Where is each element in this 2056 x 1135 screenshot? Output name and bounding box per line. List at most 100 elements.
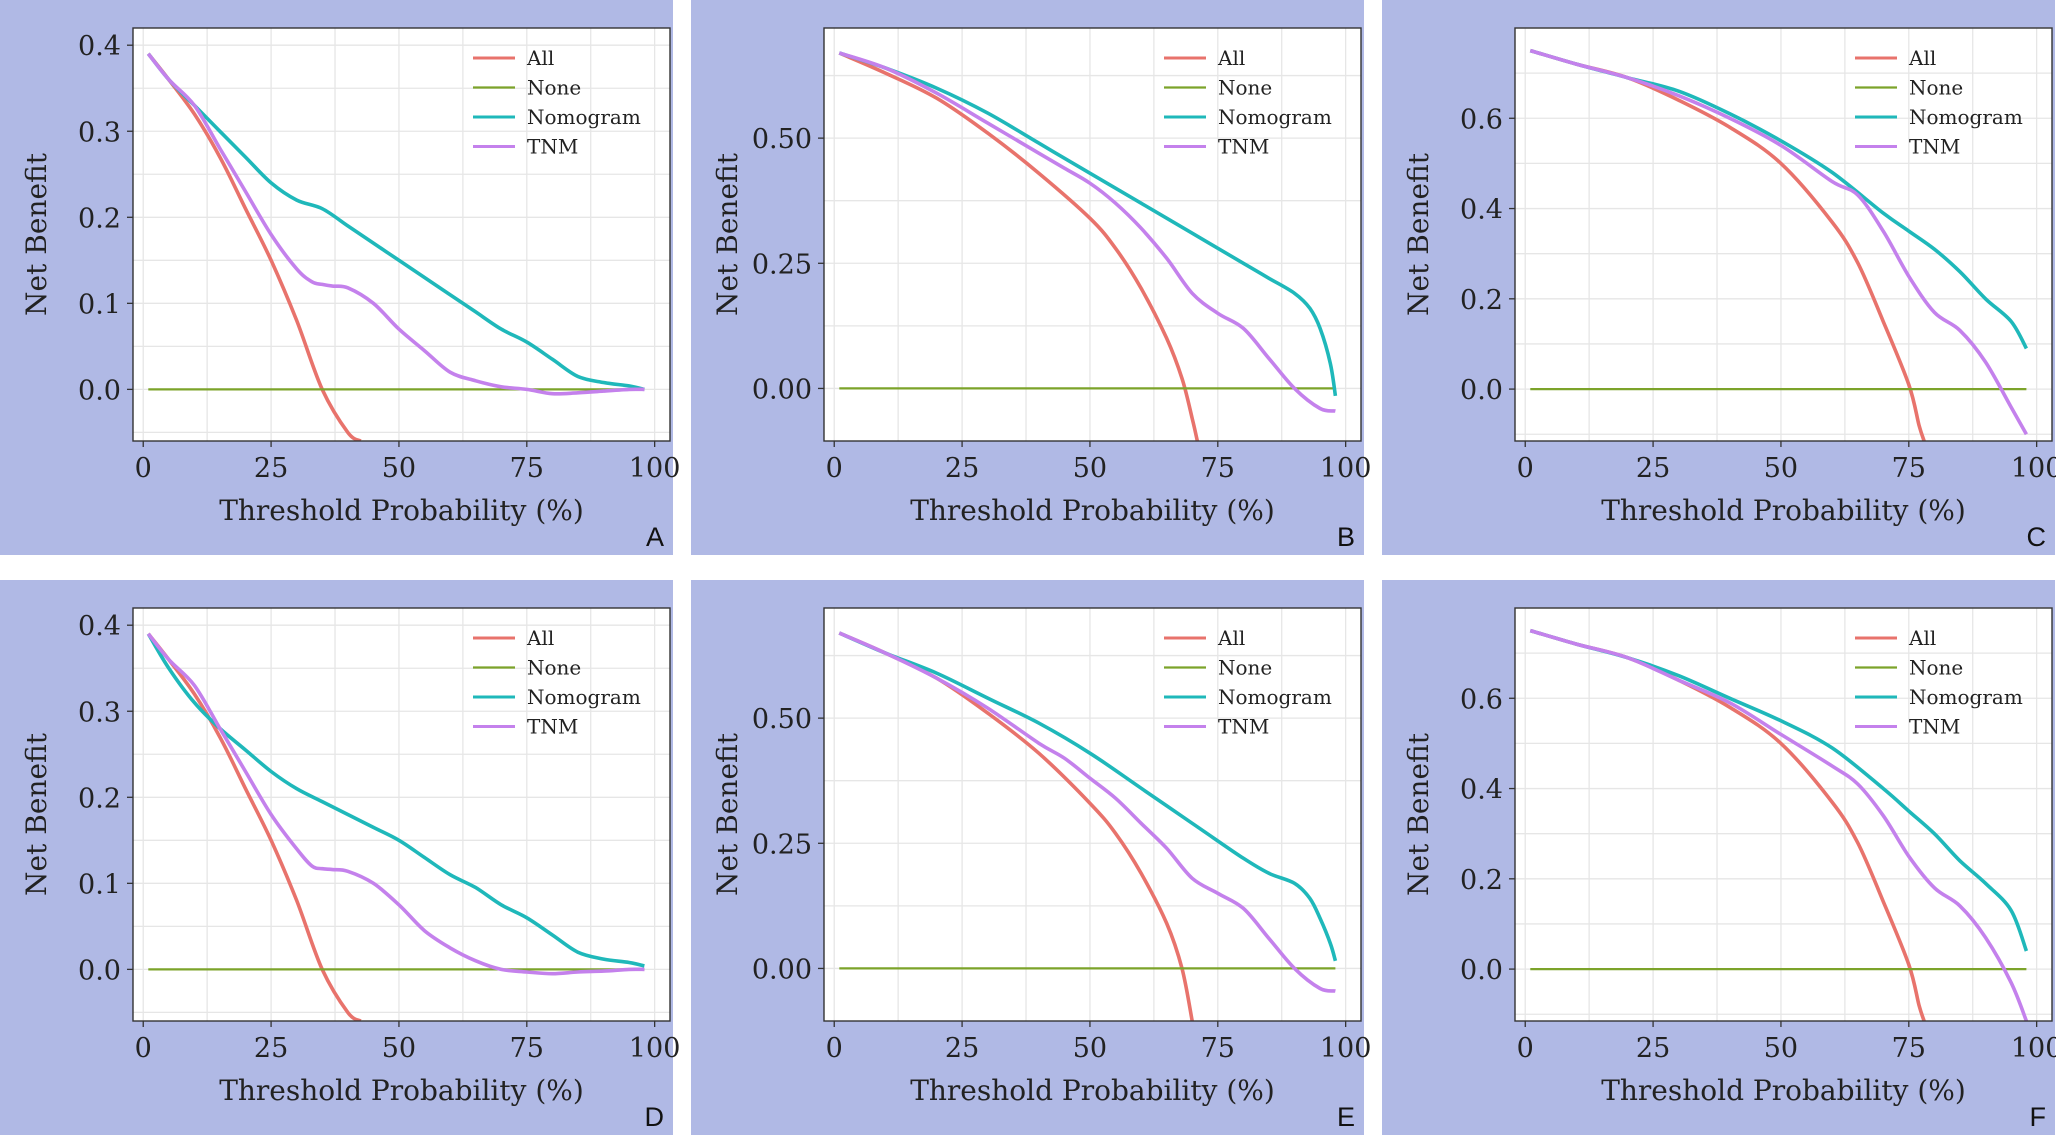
x-tick-label: 75 (510, 453, 544, 484)
x-tick-label: 100 (1320, 453, 1372, 484)
y-tick-label: 0.00 (752, 954, 812, 985)
y-tick-label: 0.25 (752, 829, 812, 860)
legend-label-tnm: TNM (527, 715, 578, 739)
plot-border (132, 607, 671, 1022)
legend-label-nomogram: Nomogram (1909, 105, 2023, 129)
y-tick-label: 0.4 (78, 611, 121, 642)
legend-label-nomogram: Nomogram (527, 105, 641, 129)
chart-svg: 0.0 0.2 0.4 0.6 0 25 50 75 100 Threshold Probabil… (1402, 27, 2056, 552)
x-tick-label: 0 (1517, 1033, 1534, 1064)
legend-label-all: All (1908, 46, 1936, 70)
x-axis-title: Threshold Probability (%) (219, 494, 584, 527)
legend: All None Nomogram TNM (1164, 626, 1332, 739)
x-tick-label: 75 (1892, 1033, 1926, 1064)
legend-label-none: None (527, 76, 581, 100)
y-tick-label: 0.2 (78, 203, 121, 234)
chart-svg: 0.00 0.25 0.50 0 25 50 75 100 Threshold Probabil… (711, 27, 1371, 552)
panel-label: A (646, 522, 664, 552)
plot-area (1515, 608, 2052, 1021)
series-line-tnm (146, 632, 645, 976)
panel-label: D (645, 1102, 665, 1132)
plot-border (1514, 607, 2053, 1022)
legend-label-all: All (526, 626, 554, 650)
x-tick-label: 25 (945, 453, 979, 484)
x-axis-title: Threshold Probability (%) (910, 494, 1275, 527)
x-tick-label: 75 (1201, 453, 1235, 484)
series-line-nomogram (146, 632, 645, 968)
y-axis-title: Net Benefit (20, 732, 53, 896)
panel-label: B (1337, 522, 1355, 552)
y-tick-label: 0.3 (78, 697, 121, 728)
y-tick-label: 0.1 (78, 289, 121, 320)
y-axis-title: Net Benefit (1402, 152, 1435, 316)
chart-panel-d: 0.0 0.1 0.2 0.3 0.4 0 25 50 75 100 Threshold Proba… (0, 580, 680, 1135)
x-axis-title: Threshold Probability (%) (1601, 1074, 1966, 1107)
plot-border (132, 27, 671, 442)
legend-label-tnm: TNM (1909, 135, 1960, 159)
series-line-tnm (1529, 48, 2028, 436)
legend-label-tnm: TNM (1218, 135, 1269, 159)
y-tick-label: 0.4 (1460, 195, 1503, 226)
y-tick-label: 0.4 (1460, 775, 1503, 806)
y-axis-title: Net Benefit (711, 152, 744, 316)
legend-label-none: None (1909, 656, 1963, 680)
legend-label-all: All (1217, 626, 1245, 650)
y-tick-label: 0.0 (78, 955, 121, 986)
x-tick-label: 0 (135, 453, 152, 484)
y-tick-label: 0.0 (1460, 375, 1503, 406)
series-line-all (838, 51, 1200, 441)
legend: All None Nomogram TNM (473, 46, 641, 159)
x-tick-label: 25 (1636, 1033, 1670, 1064)
plot-area (824, 28, 1361, 441)
y-tick-label: 0.2 (78, 783, 121, 814)
x-tick-label: 100 (2011, 1033, 2056, 1064)
legend: All None Nomogram TNM (1855, 626, 2023, 739)
plot-area (133, 608, 670, 1021)
y-axis-title: Net Benefit (711, 732, 744, 896)
chart-svg: 0.0 0.1 0.2 0.3 0.4 0 25 50 75 100 Threshold Proba… (20, 27, 680, 552)
legend-label-nomogram: Nomogram (527, 685, 641, 709)
y-tick-label: 0.6 (1460, 104, 1503, 135)
x-tick-label: 25 (1636, 453, 1670, 484)
x-tick-label: 25 (254, 1033, 288, 1064)
legend-label-nomogram: Nomogram (1218, 105, 1332, 129)
chart-svg: 0.0 0.1 0.2 0.3 0.4 0 25 50 75 100 Threshold Proba… (20, 607, 680, 1132)
x-tick-label: 50 (382, 1033, 416, 1064)
legend-label-nomogram: Nomogram (1909, 685, 2023, 709)
x-tick-label: 100 (2011, 453, 2056, 484)
chart-panel-f: 0.0 0.2 0.4 0.6 0 25 50 75 100 Threshold Probabil… (1382, 580, 2056, 1135)
plot-area (1515, 28, 2052, 441)
x-tick-label: 50 (1073, 1033, 1107, 1064)
x-tick-label: 100 (1320, 1033, 1372, 1064)
x-axis-title: Threshold Probability (%) (910, 1074, 1275, 1107)
legend: All None Nomogram TNM (473, 626, 641, 739)
panel-label: E (1337, 1102, 1355, 1132)
y-tick-label: 0.2 (1460, 285, 1503, 316)
chart-svg: 0.00 0.25 0.50 0 25 50 75 100 Threshold Probabil… (711, 607, 1371, 1132)
legend-label-all: All (1217, 46, 1245, 70)
y-tick-label: 0.50 (752, 704, 812, 735)
x-tick-label: 0 (1517, 453, 1534, 484)
legend-label-none: None (1909, 76, 1963, 100)
legend-label-all: All (1908, 626, 1936, 650)
legend-label-none: None (1218, 76, 1272, 100)
x-tick-label: 0 (826, 453, 843, 484)
series-line-tnm (146, 52, 645, 396)
y-axis-title: Net Benefit (20, 152, 53, 316)
y-tick-label: 0.1 (78, 869, 121, 900)
series-line-tnm (838, 51, 1336, 413)
y-tick-label: 0.00 (752, 374, 812, 405)
legend-label-none: None (1218, 656, 1272, 680)
x-tick-label: 25 (945, 1033, 979, 1064)
panel-label: C (2027, 522, 2047, 552)
x-tick-label: 75 (1201, 1033, 1235, 1064)
y-axis-title: Net Benefit (1402, 732, 1435, 896)
x-axis-title: Threshold Probability (%) (219, 1074, 584, 1107)
series-line-nomogram (838, 51, 1338, 397)
plot-border (823, 27, 1362, 442)
y-tick-label: 0.0 (78, 375, 121, 406)
x-tick-label: 50 (1073, 453, 1107, 484)
x-tick-label: 0 (135, 1033, 152, 1064)
legend-label-tnm: TNM (1909, 715, 1960, 739)
x-tick-label: 50 (1764, 453, 1798, 484)
